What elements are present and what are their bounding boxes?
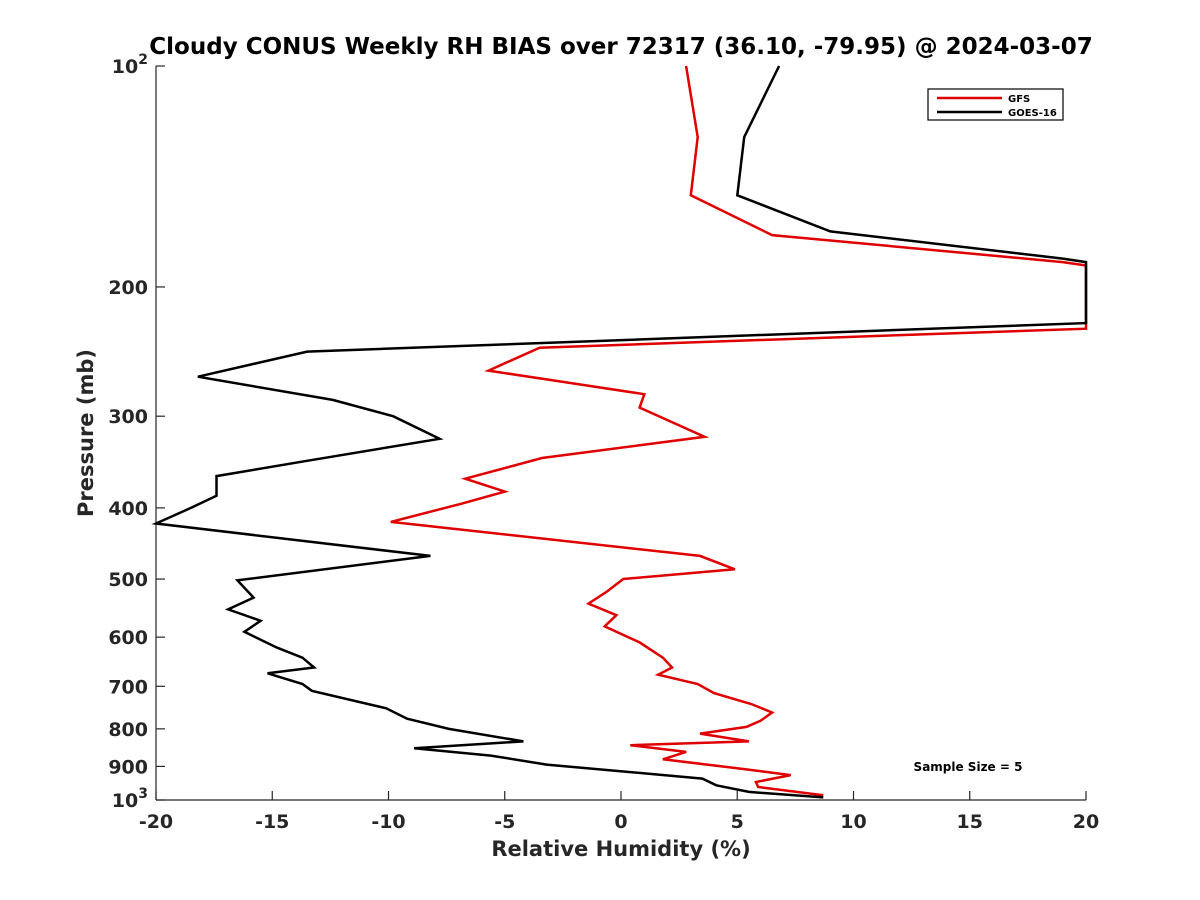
x-tick-label: 0 bbox=[614, 811, 627, 833]
legend: GFS GOES-16 bbox=[927, 88, 1064, 121]
y-tick-label: 400 bbox=[108, 498, 148, 520]
x-tick-label: -20 bbox=[139, 811, 173, 833]
y-tick-label: 900 bbox=[108, 756, 148, 778]
legend-entry: GFS bbox=[1008, 94, 1030, 105]
y-tick-label: 200 bbox=[108, 277, 148, 299]
x-tick-label: 15 bbox=[957, 811, 983, 833]
y-tick-label: 103 bbox=[112, 786, 148, 812]
y-tick-label: 800 bbox=[108, 719, 148, 741]
plot-area bbox=[155, 66, 1086, 801]
x-axis-label: Relative Humidity (%) bbox=[491, 837, 750, 861]
y-tick-label: 102 bbox=[112, 52, 148, 78]
series-line-goes-16 bbox=[151, 65, 1088, 799]
y-tick-label: 500 bbox=[108, 569, 148, 591]
y-axis-ticks: 102 200 300 400 500 600 700 800 900 103 bbox=[108, 52, 165, 812]
series-line-gfs bbox=[390, 65, 1088, 797]
sample-size-annotation: Sample Size = 5 bbox=[914, 760, 1023, 774]
chart-title: Cloudy CONUS Weekly RH BIAS over 72317 (… bbox=[149, 34, 1092, 60]
y-tick-label: 300 bbox=[108, 406, 148, 428]
x-tick-label: -10 bbox=[371, 811, 405, 833]
legend-entry: GOES-16 bbox=[1008, 108, 1057, 119]
series-lines bbox=[151, 65, 1088, 799]
x-axis-ticks: -20 -15 -10 -5 0 5 10 15 20 bbox=[139, 791, 1099, 833]
x-tick-label: 20 bbox=[1073, 811, 1099, 833]
legend-box bbox=[927, 88, 1064, 121]
x-tick-label: -15 bbox=[255, 811, 289, 833]
y-axis-label: Pressure (mb) bbox=[74, 349, 98, 517]
x-tick-label: 10 bbox=[840, 811, 866, 833]
x-tick-label: 5 bbox=[731, 811, 744, 833]
y-tick-label: 700 bbox=[108, 676, 148, 698]
y-tick-label: 600 bbox=[108, 627, 148, 649]
x-tick-label: -5 bbox=[494, 811, 515, 833]
